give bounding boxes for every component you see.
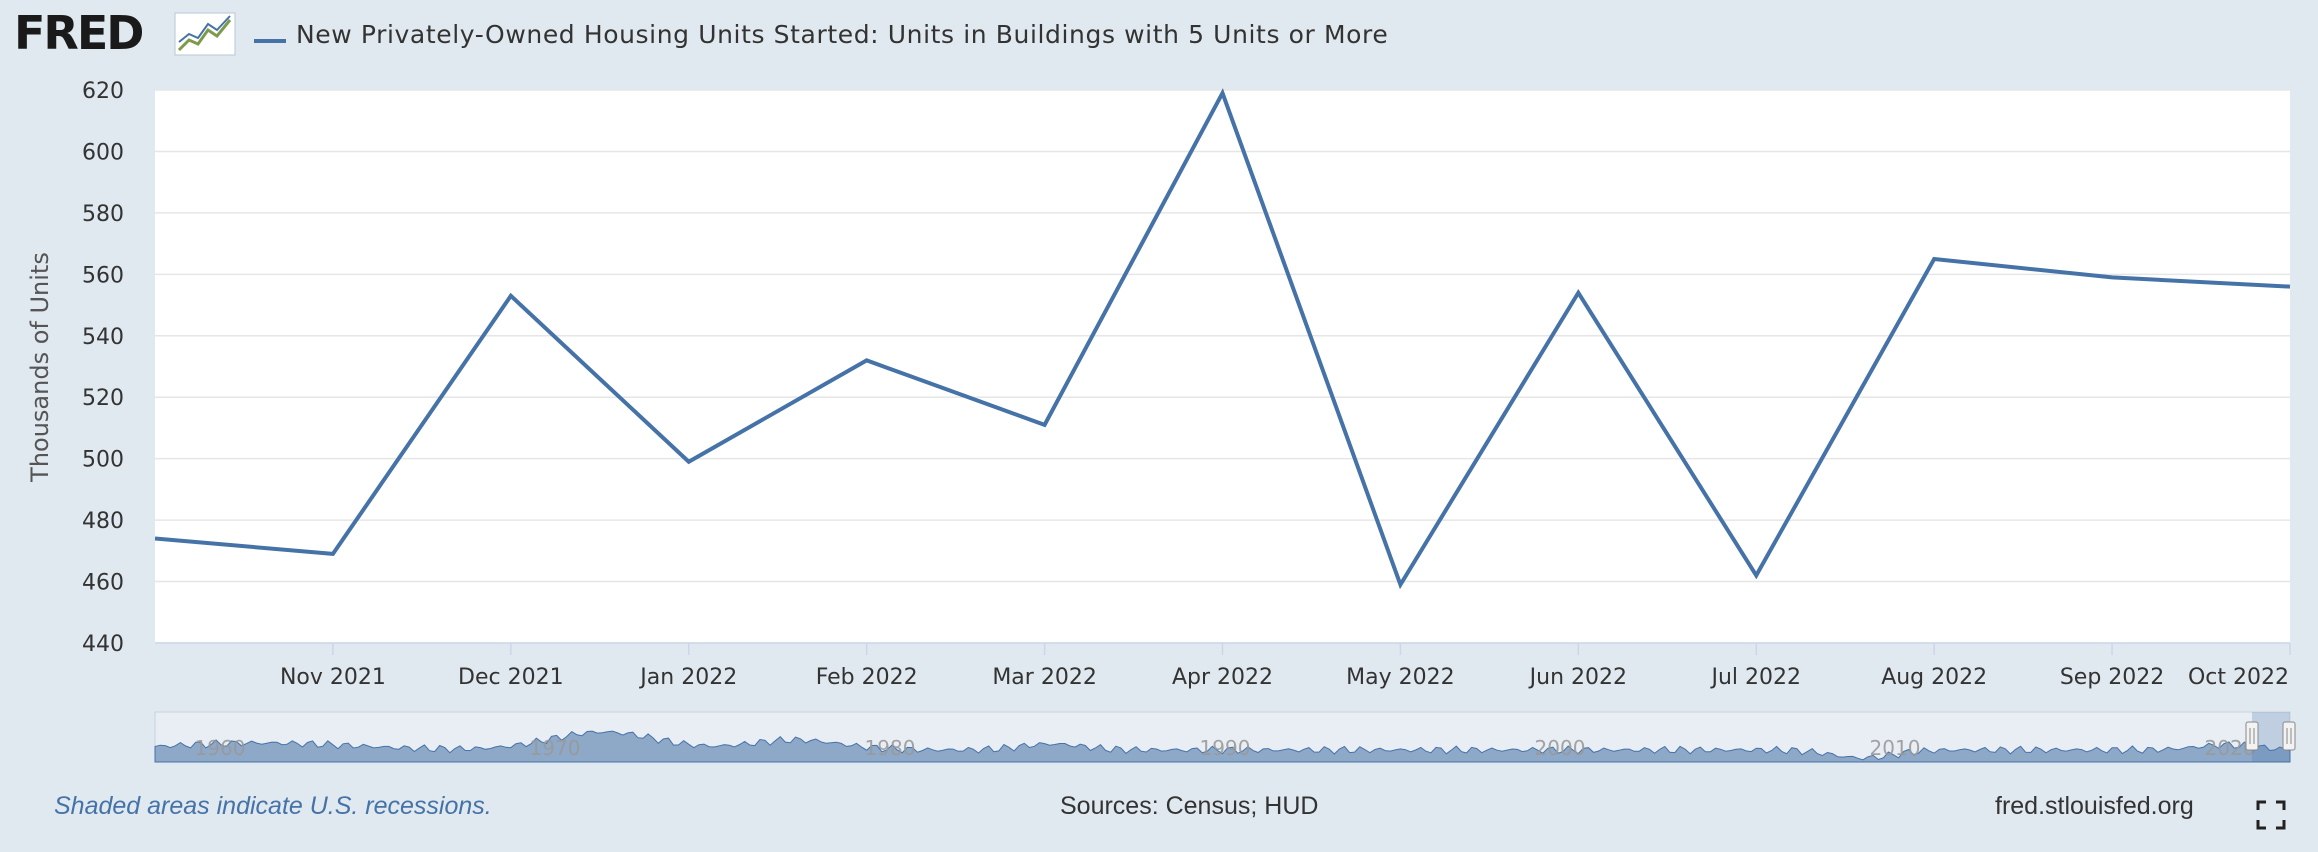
data-point[interactable]	[1036, 416, 1054, 434]
site-link[interactable]: fred.stlouisfed.org	[1995, 792, 2194, 820]
x-tick-label: Feb 2022	[816, 665, 918, 690]
legend-swatch	[254, 39, 286, 43]
data-point[interactable]	[324, 545, 342, 563]
range-navigator[interactable]: 1960 1970 1980 1990 2000 2010 2020	[154, 711, 2296, 763]
data-point[interactable]	[502, 287, 520, 305]
fullscreen-icon[interactable]	[2256, 800, 2286, 830]
x-tick-label: Mar 2022	[992, 665, 1097, 690]
y-tick-label: 460	[82, 571, 124, 596]
y-tick-label: 520	[82, 386, 124, 411]
data-point[interactable]	[1925, 250, 1943, 268]
navigator-year-label: 1980	[865, 736, 916, 760]
y-tick-label: 620	[82, 79, 124, 104]
y-tick-label: 500	[82, 448, 124, 473]
navigator-labels: 1960 1970 1980 1990 2000 2010 2020	[195, 736, 2256, 760]
data-point[interactable]	[1214, 84, 1232, 102]
y-tick-label: 440	[82, 632, 124, 657]
navigator-year-label: 2000	[1535, 736, 1586, 760]
data-point[interactable]	[1747, 566, 1765, 584]
chart-line-icon	[174, 12, 236, 56]
y-axis-title: Thousands of Units	[26, 252, 54, 483]
x-tick-label: Oct 2022	[2188, 665, 2289, 690]
chart-title: New Privately-Owned Housing Units Starte…	[296, 20, 1389, 49]
data-point[interactable]	[1391, 576, 1409, 594]
chart-header: FRED New Privately-Owned Housing Units S…	[14, 6, 1514, 60]
data-point[interactable]	[2103, 268, 2121, 286]
navigator-year-label: 1970	[530, 736, 581, 760]
fred-logo[interactable]: FRED	[14, 6, 144, 60]
y-tick-label: 600	[82, 140, 124, 165]
x-tick-label: Jun 2022	[1528, 665, 1627, 690]
navigator-year-label: 2010	[1870, 736, 1921, 760]
x-tick-label: Aug 2022	[1881, 665, 1987, 690]
data-point[interactable]	[680, 453, 698, 471]
x-tick-label: Jan 2022	[638, 665, 737, 690]
x-tick-label: Jul 2022	[1709, 665, 1801, 690]
data-point[interactable]	[2281, 278, 2299, 296]
x-tick-label: Nov 2021	[280, 665, 386, 690]
y-tick-label: 540	[82, 325, 124, 350]
x-axis: Nov 2021 Dec 2021 Jan 2022 Feb 2022 Mar 2022…	[155, 642, 2291, 690]
sources-note[interactable]: Sources: Census; HUD	[1060, 792, 1319, 820]
data-point[interactable]	[858, 351, 876, 369]
series[interactable]	[146, 84, 2299, 594]
series-line[interactable]	[154, 88, 2291, 590]
navigator-handle-right[interactable]	[2282, 721, 2296, 751]
x-tick-label: Apr 2022	[1172, 665, 1273, 690]
navigator-handle-left[interactable]	[2245, 721, 2259, 751]
y-axis: 440 460 480 500 520 540 560 580 600 620	[82, 79, 124, 657]
plot-area	[155, 90, 2290, 643]
x-tick-label: Sep 2022	[2060, 665, 2164, 690]
y-tick-label: 560	[82, 263, 124, 288]
recessions-note[interactable]: Shaded areas indicate U.S. recessions.	[54, 792, 492, 820]
navigator-area	[154, 730, 2291, 763]
x-tick-label: May 2022	[1346, 665, 1454, 690]
x-tick-label: Dec 2021	[458, 665, 564, 690]
y-tick-label: 580	[82, 202, 124, 227]
navigator-year-label: 1960	[195, 736, 246, 760]
data-point[interactable]	[1569, 284, 1587, 302]
data-point[interactable]	[146, 530, 164, 548]
y-tick-label: 480	[82, 509, 124, 534]
navigator-year-label: 1990	[1200, 736, 1251, 760]
